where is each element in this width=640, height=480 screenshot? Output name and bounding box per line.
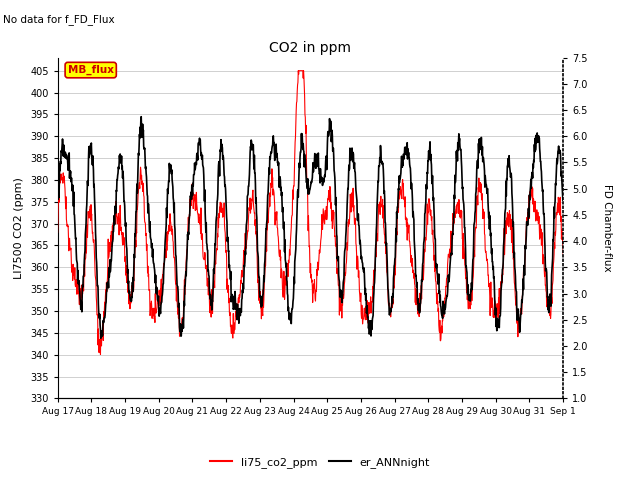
Y-axis label: FD Chamber-flux: FD Chamber-flux (602, 184, 612, 272)
Text: MB_flux: MB_flux (68, 65, 114, 75)
Y-axis label: LI7500 CO2 (ppm): LI7500 CO2 (ppm) (14, 177, 24, 279)
Title: CO2 in ppm: CO2 in ppm (269, 41, 351, 55)
Text: No data for f_FD_Flux: No data for f_FD_Flux (3, 14, 115, 25)
Legend: li75_co2_ppm, er_ANNnight: li75_co2_ppm, er_ANNnight (205, 452, 435, 472)
